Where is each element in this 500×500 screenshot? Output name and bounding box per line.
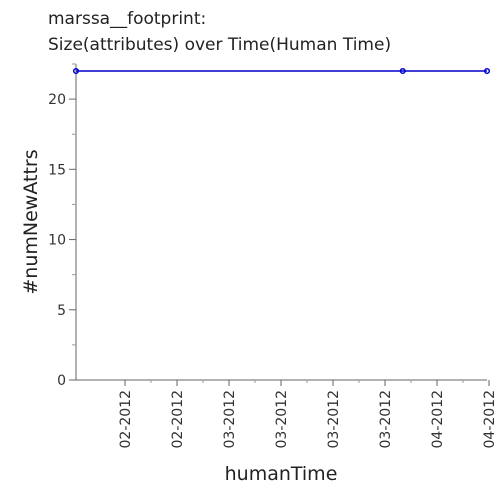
- x-tick-label: 03-2012: [222, 390, 238, 449]
- x-tick-label: 03-2012: [378, 390, 394, 449]
- y-tick-label: 20: [48, 92, 66, 108]
- y-axis-ticks: 0 5 10 15 20: [48, 63, 76, 389]
- y-tick-label: 5: [57, 303, 66, 319]
- data-point: [483, 67, 491, 75]
- x-tick-label: 04-2012: [430, 390, 446, 449]
- x-axis-label: humanTime: [225, 463, 338, 485]
- x-tick-label: 03-2012: [274, 390, 290, 449]
- chart-title-line-2: Size(attributes) over Time(Human Time): [48, 35, 391, 55]
- x-axis-ticks: 02-2012 02-2012 03-2012 03-2012 03-2012 03-20…: [118, 380, 498, 449]
- data-point: [399, 67, 406, 75]
- y-tick-label: 15: [48, 162, 66, 178]
- chart-title-line-1: marssa__footprint:: [48, 9, 206, 29]
- x-tick-label: 02-2012: [118, 390, 134, 449]
- x-tick-label: 03-2012: [326, 390, 342, 449]
- y-tick-label: 0: [57, 373, 66, 389]
- x-tick-label: 02-2012: [170, 390, 186, 449]
- series-layer: [72, 67, 491, 75]
- y-axis-label: #numNewAttrs: [20, 149, 42, 294]
- data-point: [72, 67, 80, 75]
- y-tick-label: 10: [48, 233, 66, 249]
- x-tick-label: 04-2012: [482, 390, 498, 449]
- axes: [75, 64, 487, 381]
